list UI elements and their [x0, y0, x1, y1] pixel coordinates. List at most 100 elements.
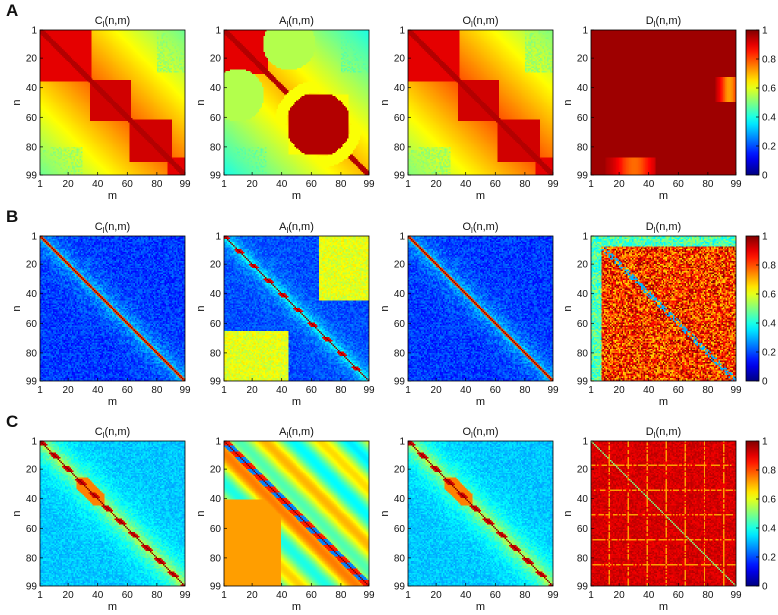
x-tick-label: 40 — [460, 179, 472, 190]
title-args: (n,m) — [288, 221, 314, 233]
y-tick-label: 60 — [577, 113, 589, 124]
y-tick-label: 20 — [26, 260, 38, 271]
x-axis-label: m — [292, 190, 301, 202]
x-axis-label: m — [108, 190, 117, 202]
y-tick-label: 20 — [210, 260, 222, 271]
y-tick-label: 40 — [577, 494, 589, 505]
x-axis-label: m — [292, 601, 301, 613]
y-tick-label: 80 — [577, 348, 589, 359]
colorbar-tick-label: 0 — [762, 582, 768, 593]
y-tick-label: 99 — [394, 377, 406, 388]
title-sub: l — [286, 226, 288, 235]
y-tick-label: 99 — [210, 582, 222, 593]
y-tick-label: 40 — [26, 289, 38, 300]
y-tick-label: 60 — [577, 524, 589, 535]
x-tick-label: 60 — [122, 179, 134, 190]
y-tick-label: 60 — [26, 524, 38, 535]
y-tick-label: 80 — [26, 348, 38, 359]
y-axis-label: n — [195, 99, 207, 105]
heatmap-C — [40, 441, 185, 586]
y-tick-label: 1 — [215, 437, 221, 448]
title-main: A — [279, 221, 287, 233]
title-args: (n,m) — [105, 426, 131, 438]
x-tick-label: 60 — [306, 179, 318, 190]
x-axis-label: m — [292, 396, 301, 408]
x-tick-label: 80 — [702, 385, 714, 396]
y-axis-label: n — [195, 510, 207, 516]
y-axis-label: n — [195, 305, 207, 311]
title-args: (n,m) — [288, 15, 314, 27]
title-sub: l — [103, 20, 105, 29]
y-tick-label: 99 — [394, 171, 406, 182]
colorbar-tick-label: 0 — [762, 377, 768, 388]
title-sub: l — [286, 431, 288, 440]
x-tick-label: 99 — [179, 590, 191, 601]
x-tick-label: 1 — [37, 179, 43, 190]
title-main: O — [462, 15, 471, 27]
panel-title: Al(n,m) — [279, 221, 314, 235]
x-tick-label: 40 — [460, 385, 472, 396]
panel-title: Al(n,m) — [279, 426, 314, 440]
axes-frame — [39, 440, 186, 587]
y-tick-label: 60 — [26, 319, 38, 330]
y-tick-label: 40 — [210, 494, 222, 505]
x-tick-label: 80 — [702, 179, 714, 190]
x-axis-label: m — [476, 396, 485, 408]
title-main: D — [646, 15, 654, 27]
heatmap-A — [224, 30, 369, 175]
title-args: (n,m) — [105, 15, 131, 27]
title-main: A — [279, 426, 287, 438]
axes-frame — [223, 29, 370, 176]
y-tick-label: 40 — [26, 83, 38, 94]
panel-title: Ol(n,m) — [462, 221, 498, 235]
title-sub: l — [103, 226, 105, 235]
x-tick-label: 40 — [276, 179, 288, 190]
x-tick-label: 1 — [221, 385, 227, 396]
y-tick-label: 40 — [577, 83, 589, 94]
x-tick-label: 1 — [588, 179, 594, 190]
heatmap-D — [591, 441, 736, 586]
x-tick-label: 60 — [490, 179, 502, 190]
y-tick-label: 60 — [394, 319, 406, 330]
x-axis-label: m — [659, 601, 668, 613]
y-tick-label: 20 — [394, 465, 406, 476]
x-tick-label: 60 — [490, 590, 502, 601]
y-tick-label: 40 — [394, 289, 406, 300]
colorbar-tick-label: 1 — [762, 26, 768, 37]
heatmap-A — [224, 236, 369, 381]
axes-frame — [223, 440, 370, 587]
title-sub: l — [286, 20, 288, 29]
heatmap-C — [40, 30, 185, 175]
y-axis-label: n — [11, 99, 23, 105]
y-axis-label: n — [562, 510, 574, 516]
x-tick-label: 99 — [547, 179, 559, 190]
y-tick-label: 1 — [582, 437, 588, 448]
heatmap-A — [224, 441, 369, 586]
panel-title: Cl(n,m) — [95, 426, 130, 440]
panel-title: Ol(n,m) — [462, 15, 498, 29]
axes-frame — [223, 235, 370, 382]
panel-label-C: C — [6, 412, 18, 431]
x-tick-label: 60 — [673, 590, 685, 601]
x-tick-label: 60 — [490, 385, 502, 396]
y-tick-label: 80 — [26, 553, 38, 564]
y-tick-label: 80 — [210, 348, 222, 359]
x-tick-label: 40 — [276, 590, 288, 601]
title-sub: l — [471, 226, 473, 235]
y-tick-label: 80 — [394, 553, 406, 564]
colorbar-tick-label: 0.2 — [762, 142, 776, 153]
y-tick-label: 1 — [215, 232, 221, 243]
y-tick-label: 80 — [26, 142, 38, 153]
y-tick-label: 20 — [577, 260, 589, 271]
y-tick-label: 1 — [582, 232, 588, 243]
title-args: (n,m) — [656, 221, 682, 233]
colorbar-tick-label: 0.8 — [762, 466, 776, 477]
x-tick-label: 40 — [460, 590, 472, 601]
title-main: D — [646, 221, 654, 233]
x-tick-label: 40 — [643, 590, 655, 601]
x-tick-label: 20 — [247, 590, 259, 601]
x-axis-label: m — [476, 601, 485, 613]
x-tick-label: 20 — [614, 590, 626, 601]
y-tick-label: 1 — [31, 232, 37, 243]
x-tick-label: 60 — [306, 590, 318, 601]
